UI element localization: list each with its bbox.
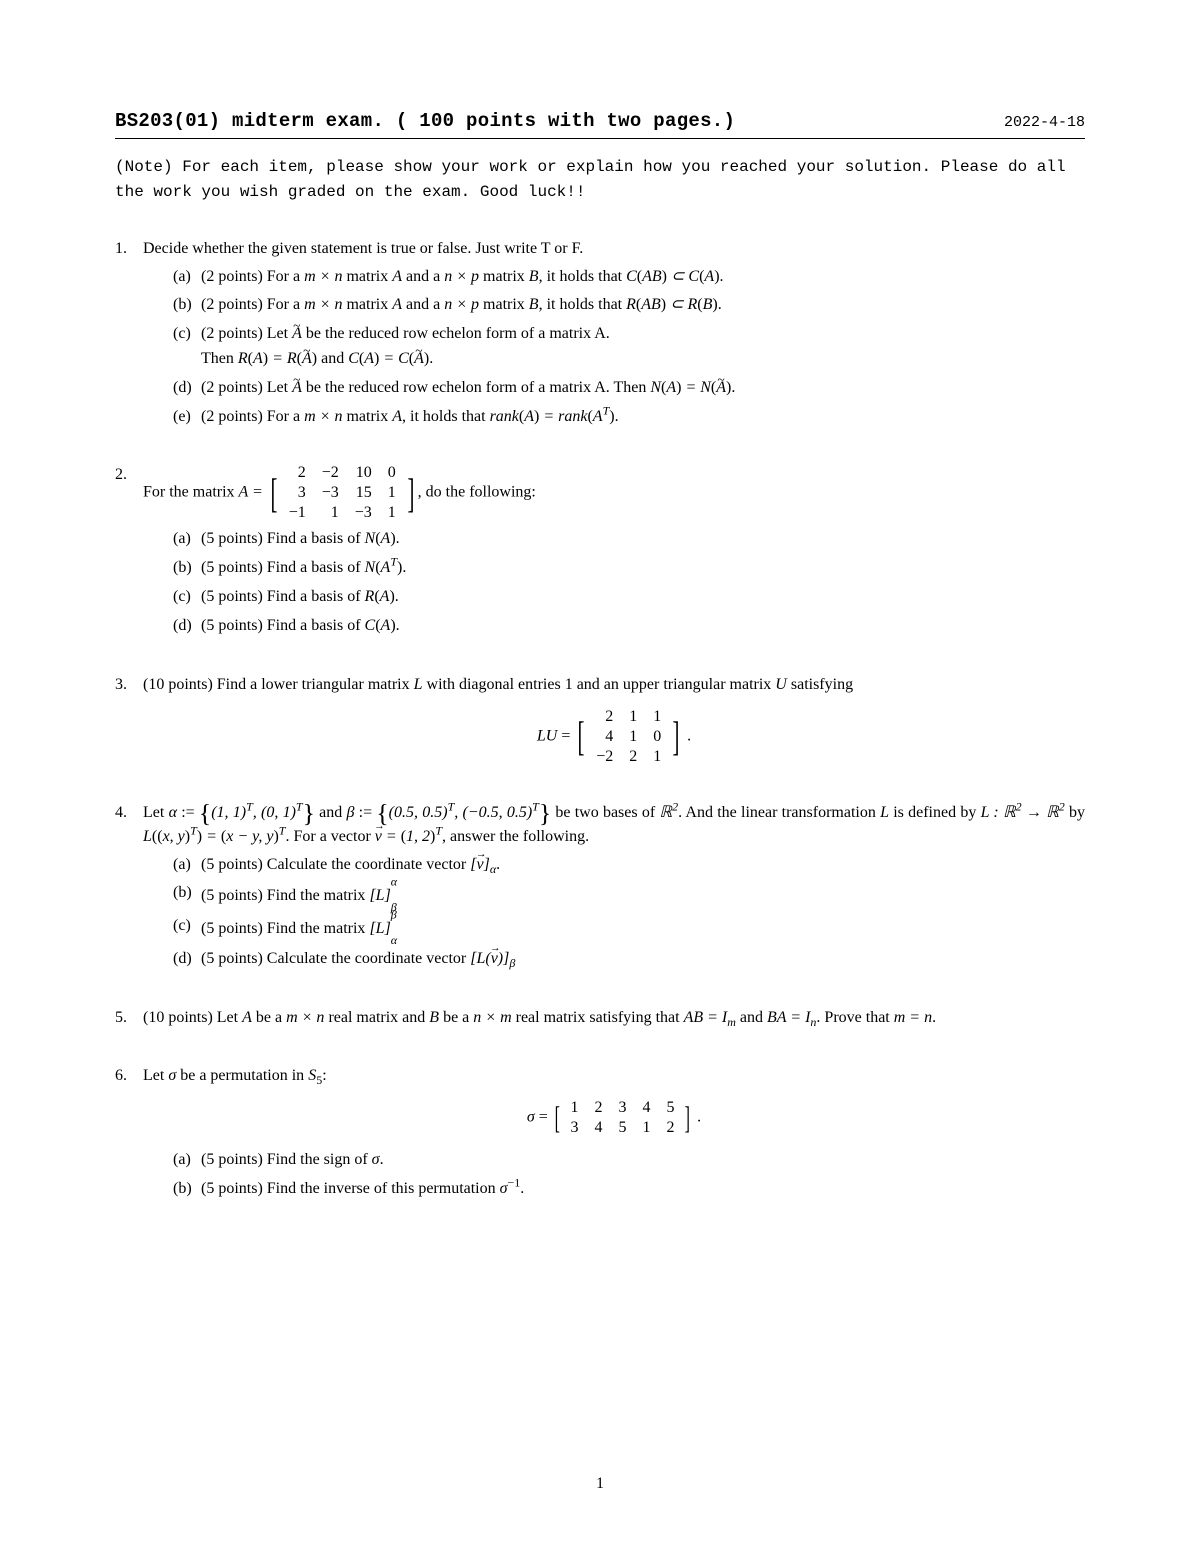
page-number: 1: [0, 1475, 1200, 1493]
problem-3: (10 points) Find a lower triangular matr…: [115, 673, 1085, 767]
p1a: (2 points) For a m × n matrix A and a n …: [173, 265, 1085, 290]
p1-sublist: (2 points) For a m × n matrix A and a n …: [143, 265, 1085, 430]
p1b: (2 points) For a m × n matrix A and a n …: [173, 293, 1085, 318]
p2c: (5 points) Find a basis of R(A).: [173, 585, 1085, 610]
p4-sublist: (5 points) Calculate the coordinate vect…: [143, 853, 1085, 972]
exam-note: (Note) For each item, please show your w…: [115, 155, 1085, 205]
p6-sublist: (5 points) Find the sign of σ. (5 points…: [143, 1148, 1085, 1202]
problem-5: (10 points) Let A be a m × n real matrix…: [115, 1006, 1085, 1030]
p4b: (5 points) Find the matrix [L]αβ: [173, 881, 1085, 910]
p4c: (5 points) Find the matrix [L]βα: [173, 914, 1085, 943]
problem-4: Let α := {(1, 1)T, (0, 1)T} and β := {(0…: [115, 801, 1085, 972]
p4a: (5 points) Calculate the coordinate vect…: [173, 853, 1085, 878]
p4d: (5 points) Calculate the coordinate vect…: [173, 947, 1085, 972]
problem-2: For the matrix A = [ 2−2100 3−3151 −11−3…: [115, 463, 1085, 638]
p6a: (5 points) Find the sign of σ.: [173, 1148, 1085, 1173]
p6b: (5 points) Find the inverse of this perm…: [173, 1177, 1085, 1202]
exam-page: BS203(01) midterm exam. ( 100 points wit…: [0, 0, 1200, 1553]
p6-equation: σ = [ 12345 34512 ] .: [143, 1098, 1085, 1138]
p1d: (2 points) Let A be the reduced row eche…: [173, 376, 1085, 401]
p2a: (5 points) Find a basis of N(A).: [173, 527, 1085, 552]
p2-sublist: (5 points) Find a basis of N(A). (5 poin…: [143, 527, 1085, 638]
p2-matrix: [ 2−2100 3−3151 −11−31 ]: [267, 463, 418, 523]
header-row: BS203(01) midterm exam. ( 100 points wit…: [115, 110, 1085, 132]
exam-title: BS203(01) midterm exam. ( 100 points wit…: [115, 110, 735, 132]
p1c: (2 points) Let A be the reduced row eche…: [173, 322, 1085, 372]
header-rule: [115, 138, 1085, 139]
p2d: (5 points) Find a basis of C(A).: [173, 614, 1085, 639]
p1-stem: Decide whether the given statement is tr…: [143, 240, 583, 257]
problem-1: Decide whether the given statement is tr…: [115, 237, 1085, 430]
p1e: (2 points) For a m × n matrix A, it hold…: [173, 405, 1085, 430]
problem-list: Decide whether the given statement is tr…: [115, 237, 1085, 1202]
exam-date: 2022-4-18: [1004, 114, 1085, 131]
p3-equation: LU = [ 211 410 −221 ] .: [143, 707, 1085, 767]
problem-6: Let σ be a permutation in S5: σ = [ 1234…: [115, 1064, 1085, 1202]
p2b: (5 points) Find a basis of N(AT).: [173, 556, 1085, 581]
